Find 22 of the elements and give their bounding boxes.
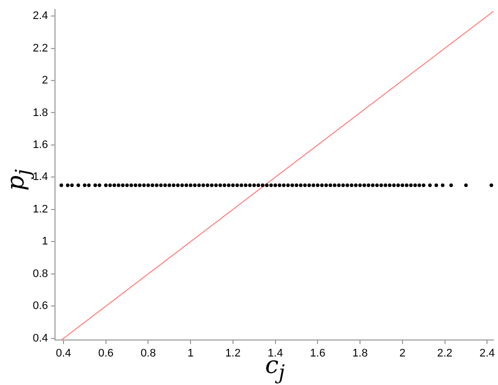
x-tick-label: 0.8: [140, 348, 156, 360]
y-tick-label: 1.6: [32, 139, 48, 152]
y-tick-label: 1.2: [32, 203, 48, 216]
x-tick-label: 1.8: [352, 348, 368, 360]
y-tick-label: 1.8: [32, 106, 48, 119]
x-tick-label: 1.4: [268, 348, 283, 360]
x-tick-label: 1: [188, 348, 194, 360]
y-tick-label: 2: [42, 74, 48, 87]
x-tick-label: 1.6: [310, 348, 326, 360]
y-tick-label: 0.4: [32, 332, 48, 344]
x-tick-label: 2.4: [479, 348, 495, 360]
y-tick-label: 1.4: [32, 171, 48, 184]
y-tick-label: 0.6: [32, 300, 48, 312]
y-tick-label: 2.2: [32, 42, 48, 54]
x-tick-label: 2: [399, 348, 406, 360]
x-tick-label: 2.2: [437, 348, 452, 360]
x-tick-label: 0.4: [56, 348, 72, 360]
x-tick-label: 1.2: [225, 348, 241, 360]
y-tick-label: 0.8: [32, 268, 48, 280]
x-tick-label: 0.6: [98, 348, 114, 360]
y-tick-label: 1: [42, 236, 48, 248]
y-tick-label: 2.4: [32, 10, 48, 22]
